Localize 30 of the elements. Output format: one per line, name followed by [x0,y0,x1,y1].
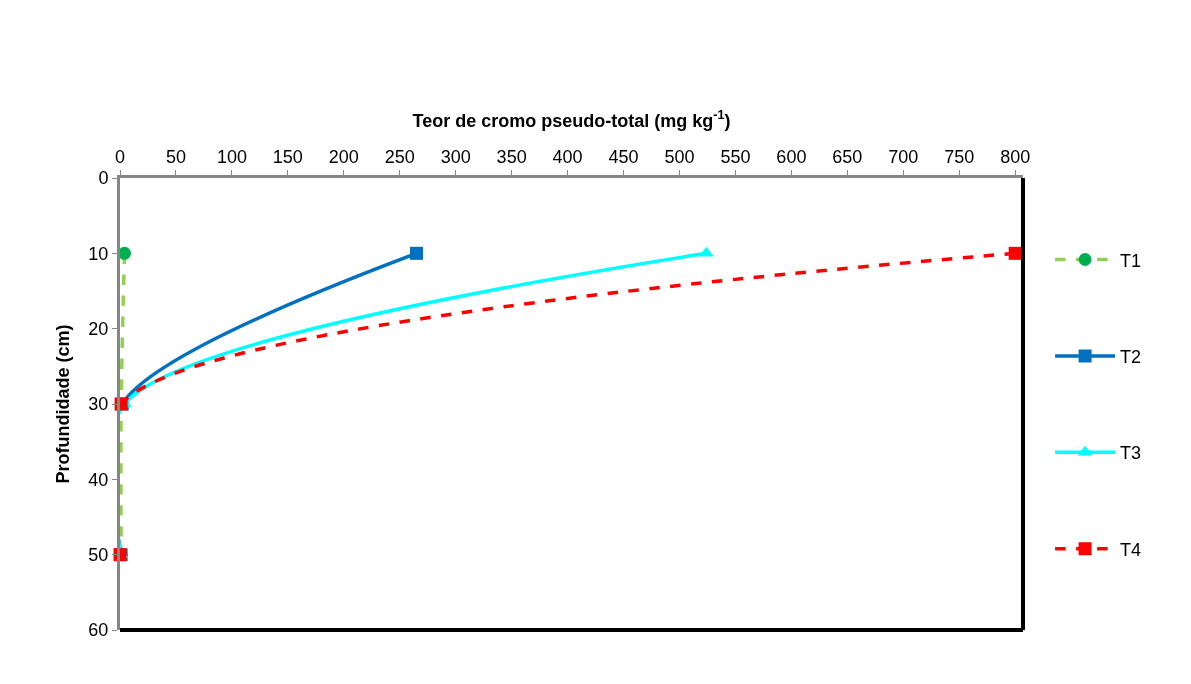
legend-label: T4 [1120,539,1142,560]
y-tick-label: 10 [88,243,109,264]
x-tick-label: 50 [165,146,186,167]
y-tick-label: 0 [98,168,109,189]
legend-label: T3 [1120,443,1142,464]
x-tick-label: 100 [216,146,247,167]
x-tick-label: 300 [440,146,471,167]
x-tick-label: 650 [832,146,863,167]
x-tick-label: 600 [776,146,807,167]
y-axis-title: Profundidade (cm) [52,324,73,484]
y-tick-label: 50 [88,544,109,565]
x-axis-title: Teor de cromo pseudo-total (mg kg$^{-1}$) [412,108,731,131]
x-tick-label: 350 [496,146,527,167]
x-tick-label: 400 [552,146,583,167]
x-tick-label: 700 [888,146,919,167]
legend-label: T1 [1120,250,1142,271]
x-tick-label: 0 [114,146,126,167]
y-tick-label: 40 [88,469,109,490]
y-tick-label: 60 [88,620,109,641]
x-tick-label: 200 [328,146,359,167]
y-tick-label: 30 [88,394,109,415]
x-tick-label: 500 [664,146,695,167]
x-tick-label: 550 [720,146,751,167]
legend-label: T2 [1120,346,1142,367]
y-tick-label: 20 [88,318,109,339]
x-tick-label: 150 [272,146,303,167]
x-tick-label: 750 [944,146,975,167]
x-tick-label: 250 [384,146,415,167]
x-tick-label: 450 [608,146,639,167]
x-tick-label: 800 [1000,146,1031,167]
